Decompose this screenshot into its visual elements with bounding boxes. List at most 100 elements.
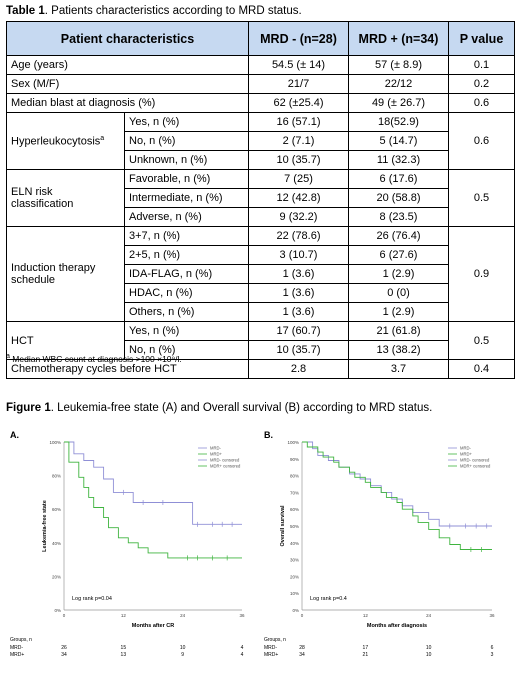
cell-pvalue: 0.2 <box>448 74 515 94</box>
panel-label: B. <box>264 430 273 440</box>
panel-label: A. <box>10 430 19 440</box>
x-tick-label: 0 <box>301 613 304 618</box>
cell-mrd-pos: 11 (32.3) <box>348 150 449 170</box>
cell-mrd-pos: 5 (14.7) <box>348 131 449 151</box>
header-pvalue: P value <box>448 21 515 56</box>
table-row: Induction therapy schedule 3+7, n (%) 22 … <box>6 226 515 322</box>
row-label: Age (years) <box>6 55 249 75</box>
sub-label: Yes, n (%) <box>124 321 249 341</box>
risk-table-value: 21 <box>363 652 369 658</box>
table-row: HDAC, n (%) 1 (3.6) 0 (0) <box>7 283 515 303</box>
y-tick-label: 90% <box>290 457 299 462</box>
risk-table-group: MRD+ <box>10 652 24 658</box>
cell-mrd-neg: 1 (3.6) <box>248 264 349 284</box>
km-curve-mrdpos <box>64 441 242 559</box>
risk-table-value: 17 <box>363 645 369 651</box>
sub-label: 2+5, n (%) <box>124 245 249 265</box>
row-label: Sex (M/F) <box>6 74 249 94</box>
x-tick-label: 12 <box>363 613 369 618</box>
y-tick-label: 30% <box>290 558 299 563</box>
group-label-induction: Induction therapy schedule <box>6 226 125 322</box>
y-tick-label: 80% <box>52 474 61 479</box>
table-row: 2+5, n (%) 3 (10.7) 6 (27.6) <box>7 245 515 265</box>
cell-mrd-neg: 54.5 (± 14) <box>248 55 349 75</box>
cell-mrd-pos: 8 (23.5) <box>348 207 449 227</box>
sub-label: No, n (%) <box>124 131 249 151</box>
y-tick-label: 100% <box>287 440 299 445</box>
sub-label: Favorable, n (%) <box>124 169 249 189</box>
logrank-annotation: Log rank p=0.04 <box>72 596 112 602</box>
group-label-hct: HCT <box>6 321 125 360</box>
logrank-annotation: Log rank p=0.4 <box>310 596 347 602</box>
risk-table-value: 3 <box>491 652 494 658</box>
cell-pvalue: 0.6 <box>448 112 515 170</box>
sub-label: 3+7, n (%) <box>124 226 249 246</box>
cell-mrd-neg: 9 (32.2) <box>248 207 349 227</box>
group-label-eln: ELN risk classification <box>6 169 125 227</box>
y-tick-label: 60% <box>52 507 61 512</box>
cell-mrd-pos: 26 (76.4) <box>348 226 449 246</box>
cell-mrd-neg: 1 (3.6) <box>248 283 349 303</box>
y-tick-label: 40% <box>52 541 61 546</box>
risk-table-value: 15 <box>121 645 127 651</box>
cell-pvalue: 0.4 <box>448 359 515 379</box>
y-tick-label: 70% <box>290 490 299 495</box>
y-axis-label: Overall survival <box>280 505 286 546</box>
cell-mrd-neg: 22 (78.6) <box>248 226 349 246</box>
table-row: Others, n (%) 1 (3.6) 1 (2.9) <box>7 302 515 322</box>
risk-table-value: 9 <box>181 652 184 658</box>
legend-entry: MDR+ censored <box>210 464 241 469</box>
sub-label: IDA-FLAG, n (%) <box>124 264 249 284</box>
risk-table-value: 28 <box>299 645 305 651</box>
header-characteristics: Patient characteristics <box>6 21 249 56</box>
risk-table-value: 10 <box>180 645 186 651</box>
sub-label: Adverse, n (%) <box>124 207 249 227</box>
cell-mrd-pos: 18(52.9) <box>348 112 449 132</box>
header-mrd-pos: MRD + (n=34) <box>348 21 449 56</box>
y-tick-label: 10% <box>290 591 299 596</box>
cell-mrd-pos: 3.7 <box>348 359 449 379</box>
cell-mrd-neg: 17 (60.7) <box>248 321 349 341</box>
row-label: Median blast at diagnosis (%) <box>6 93 249 113</box>
risk-table-value: 13 <box>121 652 127 658</box>
legend-entry: MRD- <box>460 446 472 451</box>
risk-table-group: MRD+ <box>264 652 278 658</box>
risk-table-title: Groups, n <box>10 637 32 643</box>
table-row: Hyperleukocytosisa Yes, n (%) 16 (57.1) … <box>6 112 515 170</box>
table-row: HCT Yes, n (%) 17 (60.7) 21 (61.8) 0.5 <box>6 321 515 360</box>
table-row: Unknown, n (%) 10 (35.7) 11 (32.3) <box>7 150 515 170</box>
x-tick-label: 0 <box>63 613 66 618</box>
x-axis-label: Months after diagnosis <box>367 623 427 629</box>
sub-label: HDAC, n (%) <box>124 283 249 303</box>
y-axis-label: Leukemia-free state <box>42 500 48 552</box>
group-label-hyperleukocytosis: Hyperleukocytosisa <box>6 112 125 170</box>
cell-pvalue: 0.5 <box>448 321 515 360</box>
cell-mrd-pos: 1 (2.9) <box>348 302 449 322</box>
risk-table-value: 10 <box>426 645 432 651</box>
sub-label: Intermediate, n (%) <box>124 188 249 208</box>
cell-mrd-pos: 20 (58.8) <box>348 188 449 208</box>
figure-caption: Figure 1. Leukemia-free state (A) and Ov… <box>6 402 433 414</box>
header-mrd-neg: MRD - (n=28) <box>248 21 349 56</box>
legend-entry: MRD- censored <box>210 458 240 463</box>
table-row: Sex (M/F) 21/7 22/12 0.2 <box>6 74 515 94</box>
cell-mrd-pos: 1 (2.9) <box>348 264 449 284</box>
cell-mrd-pos: 6 (27.6) <box>348 245 449 265</box>
cell-mrd-neg: 10 (35.7) <box>248 150 349 170</box>
cell-mrd-pos: 22/12 <box>348 74 449 94</box>
cell-mrd-pos: 0 (0) <box>348 283 449 303</box>
risk-table-group: MRD- <box>264 645 277 651</box>
x-axis-label: Months after CR <box>132 623 175 629</box>
cell-mrd-neg: 1 (3.6) <box>248 302 349 322</box>
cell-mrd-neg: 12 (42.8) <box>248 188 349 208</box>
cell-pvalue: 0.6 <box>448 93 515 113</box>
cell-mrd-neg: 21/7 <box>248 74 349 94</box>
legend-entry: MDR+ censored <box>460 464 491 469</box>
y-tick-label: 100% <box>49 440 61 445</box>
cell-mrd-neg: 2.8 <box>248 359 349 379</box>
cell-pvalue: 0.1 <box>448 55 515 75</box>
table-row: ELN risk classification Favorable, n (%) … <box>6 169 515 227</box>
risk-table-group: MRD- <box>10 645 23 651</box>
y-tick-label: 50% <box>290 524 299 529</box>
y-tick-label: 0% <box>54 608 61 613</box>
